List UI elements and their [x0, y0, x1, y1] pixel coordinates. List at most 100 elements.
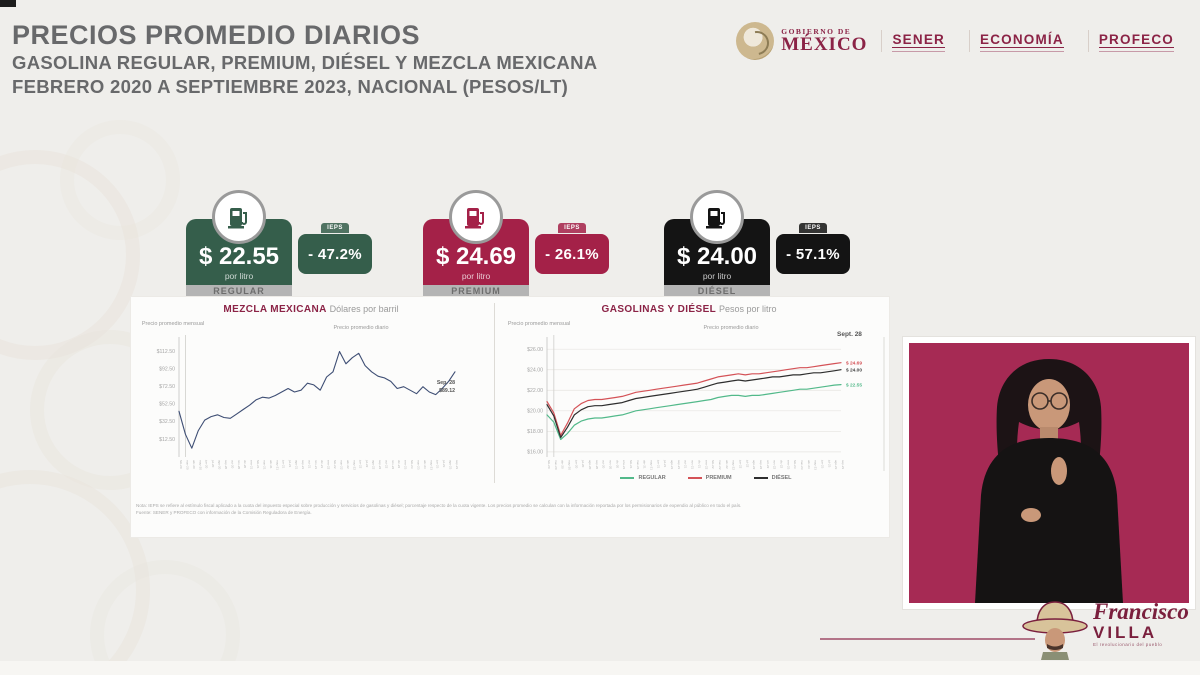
svg-text:$22.00: $22.00	[527, 388, 543, 394]
legend-regular: REGULAR	[620, 475, 666, 481]
svg-text:Sep. 28: Sep. 28	[437, 380, 455, 386]
price-unit: por litro	[461, 271, 491, 281]
svg-text:ago-20: ago-20	[218, 460, 222, 470]
svg-text:$72.50: $72.50	[159, 384, 175, 390]
logo-economia: ECONOMÍA	[968, 30, 1074, 52]
fuel-type-label: PREMIUM	[423, 285, 529, 298]
left-chart-title: MEZCLA MEXICANA Dólares por barril	[223, 304, 399, 315]
charts-divider	[494, 303, 495, 483]
chart-legend: REGULAR PREMIUM DIÉSEL	[541, 475, 871, 481]
svg-text:$89.12: $89.12	[439, 388, 455, 394]
svg-text:$52.50: $52.50	[159, 402, 175, 408]
svg-text:sep-22: sep-22	[759, 460, 763, 470]
svg-text:may-22: may-22	[732, 460, 736, 470]
svg-text:sep-20: sep-20	[224, 460, 228, 470]
right-chart-date-label: Sept. 28	[837, 331, 862, 338]
svg-text:nov-20: nov-20	[237, 460, 241, 470]
svg-text:oct-22: oct-22	[384, 460, 388, 469]
svg-text:mar-21: mar-21	[636, 460, 640, 470]
svg-text:sep-23: sep-23	[455, 460, 459, 470]
svg-text:abr-22: abr-22	[725, 460, 729, 469]
svg-text:dic-20: dic-20	[243, 460, 247, 469]
fuel-pump-icon	[212, 190, 266, 244]
svg-text:sep-20: sep-20	[595, 460, 599, 470]
gobierno-de-mexico-logo: GOBIERNO DE MÉXICO	[736, 22, 867, 60]
government-bar: GOBIERNO DE MÉXICO SENER ECONOMÍA PROFEC…	[736, 22, 1184, 60]
ieps-badge: - 57.1%	[776, 234, 850, 274]
price-value: $ 22.55	[198, 243, 280, 270]
svg-text:mar-23: mar-23	[416, 460, 420, 470]
svg-text:may-23: may-23	[814, 460, 818, 470]
svg-text:dic-21: dic-21	[320, 460, 324, 469]
charts-panel: MEZCLA MEXICANA Dólares por barril GASOL…	[130, 296, 890, 538]
svg-text:$32.50: $32.50	[159, 419, 175, 425]
svg-text:abr-20: abr-20	[561, 460, 565, 469]
legend-swatch-premium	[687, 477, 702, 479]
page-period: FEBRERO 2020 A SEPTIEMBRE 2023, NACIONAL…	[12, 76, 569, 98]
sign-language-interpreter	[909, 343, 1189, 603]
svg-text:feb-20: feb-20	[179, 460, 183, 469]
corner-mark	[0, 0, 16, 7]
right-chart-axis-note-daily: Precio promedio diario	[703, 325, 759, 331]
svg-text:abr-23: abr-23	[423, 460, 427, 469]
svg-text:dic-22: dic-22	[779, 460, 783, 469]
svg-text:oct-20: oct-20	[602, 460, 606, 469]
legend-premium: PREMIUM	[687, 475, 732, 481]
svg-text:mar-22: mar-22	[718, 460, 722, 470]
svg-text:dic-20: dic-20	[615, 460, 619, 469]
svg-text:oct-22: oct-22	[766, 460, 770, 469]
svg-text:sep-22: sep-22	[378, 460, 382, 470]
fuel-pump-icon	[449, 190, 503, 244]
fuel-pump-icon	[690, 190, 744, 244]
background-ornament	[60, 120, 180, 240]
svg-text:jul-22: jul-22	[745, 459, 749, 468]
svg-text:jul-21: jul-21	[663, 459, 667, 468]
mezcla-mexicana-chart: $112.50 $92.50 $72.50 $52.50 $32.50 $12.50 feb…	[157, 335, 459, 470]
price-value: $ 24.00	[676, 243, 758, 270]
svg-text:jun-23: jun-23	[820, 459, 824, 469]
svg-text:feb-21: feb-21	[629, 460, 633, 469]
right-chart-title: GASOLINAS Y DIÉSEL Pesos por litro	[601, 304, 777, 315]
svg-text:may-22: may-22	[352, 460, 356, 470]
svg-text:may-21: may-21	[275, 460, 279, 470]
svg-text:mar-20: mar-20	[554, 460, 558, 470]
svg-text:jul-20: jul-20	[581, 459, 585, 468]
price-unit: por litro	[702, 271, 732, 281]
svg-text:$ 24.69: $ 24.69	[846, 360, 862, 366]
svg-text:may-20: may-20	[568, 460, 572, 470]
svg-text:sep-23: sep-23	[841, 460, 845, 470]
svg-text:jul-23: jul-23	[442, 459, 446, 468]
sombrero-icon	[1022, 601, 1088, 660]
svg-text:sep-21: sep-21	[677, 460, 681, 470]
svg-text:jul-20: jul-20	[211, 459, 215, 468]
svg-text:jul-23: jul-23	[827, 459, 831, 468]
ieps-tab: IEPS	[799, 223, 827, 233]
svg-text:mar-21: mar-21	[262, 460, 266, 470]
svg-text:nov-22: nov-22	[391, 460, 395, 470]
svg-text:abr-23: abr-23	[807, 460, 811, 469]
villa-script-text: Francisco	[1093, 599, 1189, 624]
header: PRECIOS PROMEDIO DIARIOS GASOLINA REGULA…	[12, 20, 597, 99]
svg-text:oct-21: oct-21	[684, 460, 688, 469]
svg-text:$12.50: $12.50	[159, 437, 175, 443]
price-card-diesel: $ 24.00 por litro DIÉSEL IEPS - 57.1%	[664, 190, 850, 300]
price-card-regular: $ 22.55 por litro REGULAR IEPS - 47.2%	[186, 190, 372, 300]
svg-text:feb-23: feb-23	[793, 460, 797, 469]
logo-profeco: PROFECO	[1087, 30, 1184, 52]
svg-text:$16.00: $16.00	[527, 450, 543, 456]
price-card-premium: $ 24.69 por litro PREMIUM IEPS - 26.1%	[423, 190, 609, 300]
svg-text:jun-22: jun-22	[359, 459, 363, 469]
svg-text:nov-20: nov-20	[609, 460, 613, 470]
villa-brim-line	[820, 638, 1035, 640]
svg-text:feb-21: feb-21	[256, 460, 260, 469]
villa-tagline: El revolucionario del pueblo	[1093, 642, 1163, 647]
svg-text:$24.00: $24.00	[527, 368, 543, 374]
svg-text:abr-20: abr-20	[192, 460, 196, 469]
svg-text:oct-20: oct-20	[230, 460, 234, 469]
svg-text:ago-22: ago-22	[372, 460, 376, 470]
svg-text:$20.00: $20.00	[527, 409, 543, 415]
svg-text:ene-23: ene-23	[786, 460, 790, 470]
svg-text:abr-21: abr-21	[643, 460, 647, 469]
svg-text:ago-23: ago-23	[449, 460, 453, 470]
page-subtitle: GASOLINA REGULAR, PREMIUM, DIÉSEL Y MEZC…	[12, 52, 598, 74]
